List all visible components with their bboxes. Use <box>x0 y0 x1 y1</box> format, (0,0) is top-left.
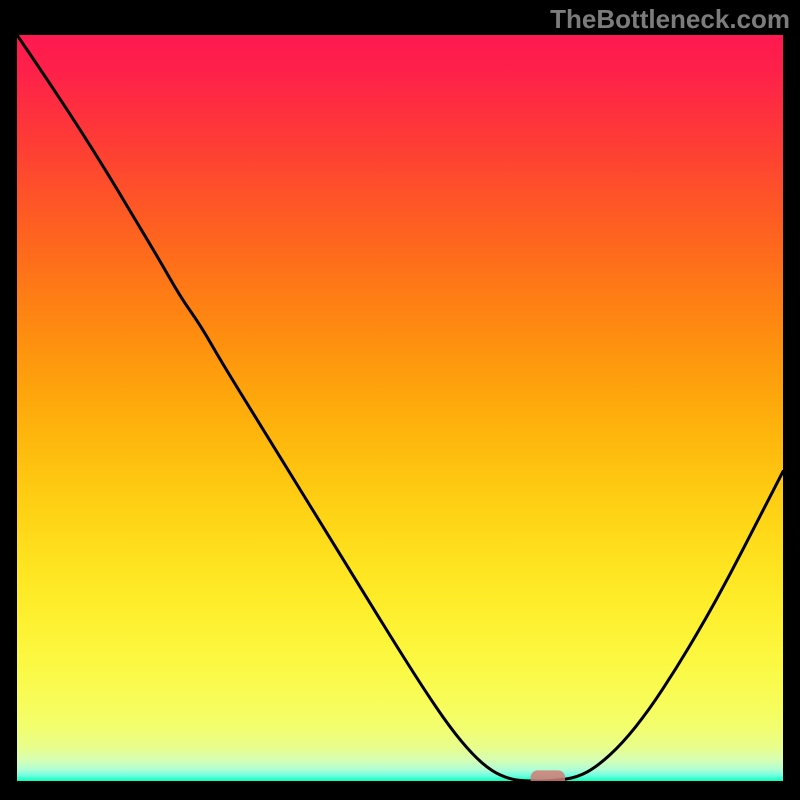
plot-area <box>17 35 783 781</box>
watermark-text: TheBottleneck.com <box>550 4 790 35</box>
plot-svg <box>17 35 783 781</box>
chart-frame: TheBottleneck.com <box>0 0 800 800</box>
optimal-point-marker <box>531 770 565 781</box>
gradient-background <box>17 35 783 781</box>
